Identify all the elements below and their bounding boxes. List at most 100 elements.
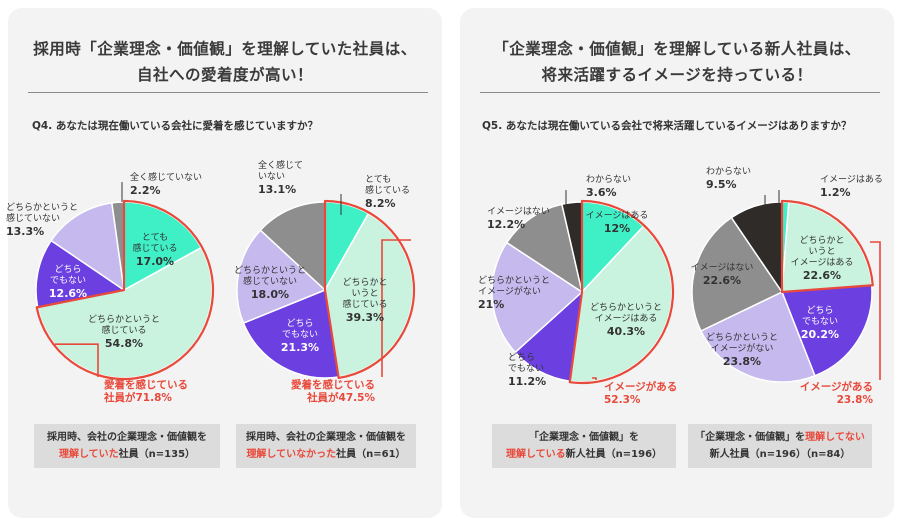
chart3-label-2-line2: イメージはある bbox=[595, 313, 658, 324]
caption-chart2: 採用時、会社の企業理念・価値観を 理解していなかった社員（n=61） bbox=[236, 424, 416, 468]
chart4-label-3-line1: どちら bbox=[806, 305, 833, 316]
caption-chart3-rest: 新人社員（n=196） bbox=[565, 449, 663, 460]
chart1-label-4-line1: どちらかというと bbox=[6, 202, 78, 213]
chart4-label-1: イメージはある 1.2% bbox=[820, 174, 883, 199]
caption-chart4: 「企業理念・価値観」を理解してない 新人社員（n=196）（n=84） bbox=[688, 424, 872, 468]
caption-chart1: 採用時、会社の企業理念・価値観を 理解していた社員（n=135） bbox=[34, 424, 220, 468]
chart2-label-2-line1: どちらかと bbox=[342, 277, 387, 288]
left-question: Q4. あなたは現在働いている会社に愛着を感じていますか？ bbox=[32, 120, 319, 132]
chart4-label-4-line2: イメージがない bbox=[711, 342, 774, 354]
chart1-label-1-line1: とても bbox=[142, 232, 168, 243]
chart4-value-5: 22.6% bbox=[703, 274, 741, 287]
chart2-value-2: 39.3% bbox=[346, 311, 384, 324]
right-divider bbox=[480, 92, 880, 93]
chart3-label-2: どちらかというとイメージはある 40.3% bbox=[590, 302, 662, 338]
chart1-label-5: 全く感じていない 2.2% bbox=[130, 171, 202, 197]
chart2-label-5-line1: 全く感じて bbox=[258, 159, 303, 171]
chart2-label-1: とても感じている 8.2% bbox=[365, 174, 410, 210]
chart2-label-1-line1: とても bbox=[365, 174, 391, 185]
chart1-highlight-bracket bbox=[54, 343, 99, 377]
chart4-value-1: 1.2% bbox=[820, 186, 851, 199]
chart4-label-4-line1: どちらかというと bbox=[706, 332, 778, 343]
chart3-slice-5 bbox=[505, 203, 584, 294]
chart3-label-6: わからない 3.6% bbox=[586, 174, 631, 199]
caption-chart4-pre: 「企業理念・価値観」を bbox=[695, 432, 806, 443]
chart4-label-3: どちらでもない 20.2% bbox=[801, 305, 839, 341]
chart1-label-4: どちらかというと感じていない 13.3% bbox=[6, 202, 78, 238]
chart4-value-2: 22.6% bbox=[803, 269, 841, 282]
caption-chart3-red: 理解している bbox=[505, 449, 566, 460]
caption-chart4-line2: 新人社員（n=196）（n=84） bbox=[709, 449, 851, 460]
chart3-label-4-line2: イメージがない bbox=[478, 285, 541, 297]
chart2-label-5: 全く感じていない 13.1% bbox=[258, 159, 303, 196]
chart4-highlight-value: 23.8% bbox=[837, 394, 874, 406]
chart4-highlight-label: イメージがある bbox=[800, 380, 873, 393]
chart3-value-3: 11.2% bbox=[508, 375, 546, 388]
chart4-label-3-line2: でもない bbox=[802, 316, 838, 327]
right-question: Q5. あなたは現在働いている会社で将来活躍しているイメージはありますか？ bbox=[482, 120, 852, 132]
left-title-line1: 採用時「企業理念・価値観」を理解していた社員は、 bbox=[33, 40, 417, 58]
chart2-value-1: 8.2% bbox=[365, 197, 396, 210]
chart2-label-3: どちらでもない 21.3% bbox=[281, 318, 319, 354]
chart2-slice-4 bbox=[236, 229, 327, 325]
chart2-value-3: 21.3% bbox=[281, 341, 319, 354]
chart4-label-2-line2: いうと bbox=[808, 246, 835, 257]
chart3-label-1-line1: イメージはある bbox=[586, 210, 649, 221]
chart1-label-5-line1: 全く感じていない bbox=[130, 171, 202, 183]
chart2-label-2-line3: 感じている bbox=[342, 298, 387, 310]
chart2-label-3-line2: でもない bbox=[282, 329, 318, 340]
chart4-highlight-outline bbox=[780, 199, 874, 294]
chart3-value-5: 12.2% bbox=[487, 218, 525, 231]
chart4-label-2-line1: どちらかと bbox=[799, 235, 844, 246]
chart4-value-3: 20.2% bbox=[801, 328, 839, 341]
chart3-highlight-outline bbox=[568, 199, 675, 385]
chart3-value-2: 40.3% bbox=[607, 325, 645, 338]
chart4-label-6: わからない 9.5% bbox=[706, 166, 751, 191]
chart2-label-3-line1: どちら bbox=[286, 318, 313, 329]
chart2-label-1-line2: 感じている bbox=[365, 184, 410, 196]
chart1-value-4: 13.3% bbox=[6, 225, 44, 238]
chart1-value-5: 2.2% bbox=[130, 184, 161, 197]
chart4-value-6: 9.5% bbox=[706, 178, 737, 191]
chart3-highlight-label: イメージがある bbox=[604, 380, 677, 393]
caption-chart2-line1: 採用時、会社の企業理念・価値観を bbox=[246, 432, 406, 443]
chart3-value-4: 21% bbox=[478, 298, 504, 311]
chart4-slice-3 bbox=[780, 284, 873, 377]
caption-chart1-red: 理解していた bbox=[58, 449, 119, 460]
chart3-label-3-line1: どちら bbox=[508, 352, 535, 363]
chart3-label-2-line1: どちらかというと bbox=[590, 302, 662, 313]
chart1-label-1-line2: 感じている bbox=[132, 242, 177, 254]
chart3-value-6: 3.6% bbox=[586, 186, 617, 199]
left-title-line2: 自社への愛着度が高い！ bbox=[136, 66, 313, 84]
chart3-label-1: イメージはある 12% bbox=[586, 210, 649, 235]
chart1-label-3: どちらでもない 12.6% bbox=[49, 264, 87, 300]
chart1-label-2-line2: 感じている bbox=[101, 324, 146, 336]
chart4-slice-5 bbox=[691, 216, 784, 332]
chart3-highlight-value: 52.3% bbox=[604, 394, 641, 406]
chart1-label-2: どちらかというと感じている 54.8% bbox=[88, 314, 160, 350]
chart2-label-4-line2: 感じていない bbox=[243, 275, 297, 287]
chart2-highlight-value: 社員が47.5% bbox=[306, 391, 375, 404]
chart4-label-5: イメージはない 22.6% bbox=[691, 262, 754, 287]
chart3-label-3-line2: でもない bbox=[508, 363, 544, 374]
chart2-highlight-bracket bbox=[381, 239, 411, 377]
chart2-highlight-outline bbox=[323, 199, 416, 380]
chart4-label-4: どちらかというとイメージがない 23.8% bbox=[706, 332, 778, 368]
chart1-value-1: 17.0% bbox=[136, 255, 174, 268]
chart1-label-2-line1: どちらかというと bbox=[88, 314, 160, 325]
chart2-label-5-line2: いない bbox=[258, 171, 285, 182]
caption-chart3: 「企業理念・価値観」を 理解している新人社員（n=196） bbox=[492, 424, 676, 468]
chart2-label-2: どちらかというと感じている 39.3% bbox=[342, 277, 387, 324]
chart1-value-2: 54.8% bbox=[105, 337, 143, 350]
chart2-label-4: どちらかというと感じていない 18.0% bbox=[234, 265, 306, 301]
chart3-slice-4 bbox=[491, 241, 584, 354]
chart1-slice-4 bbox=[50, 201, 125, 292]
chart1-highlight-outline bbox=[35, 199, 215, 381]
chart4-label-1-line1: イメージはある bbox=[820, 174, 883, 185]
chart4-highlight-bracket bbox=[870, 241, 881, 380]
chart3-label-4-line1: どちらかというと bbox=[478, 275, 550, 286]
chart1-highlight-value: 社員が71.8% bbox=[103, 391, 172, 404]
chart1-label-3-line1: どちら bbox=[54, 264, 81, 275]
caption-chart1-rest: 社員（n=135） bbox=[118, 449, 196, 460]
